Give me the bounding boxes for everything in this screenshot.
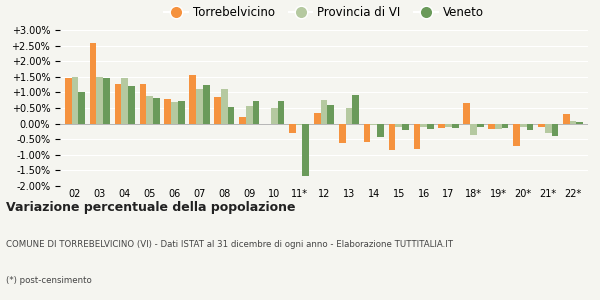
Bar xyxy=(439,124,445,128)
Bar xyxy=(296,124,302,125)
Bar xyxy=(221,89,228,124)
Bar xyxy=(178,101,185,124)
Bar xyxy=(97,77,103,124)
Bar xyxy=(563,114,569,124)
Bar xyxy=(402,124,409,130)
Bar xyxy=(190,75,196,124)
Bar xyxy=(569,121,577,124)
Bar xyxy=(538,124,545,127)
Bar xyxy=(370,124,377,125)
Bar xyxy=(271,108,278,124)
Text: COMUNE DI TORREBELVICINO (VI) - Dati ISTAT al 31 dicembre di ogni anno - Elabora: COMUNE DI TORREBELVICINO (VI) - Dati IST… xyxy=(6,240,453,249)
Bar xyxy=(502,124,508,128)
Bar xyxy=(171,102,178,124)
Bar xyxy=(364,124,370,142)
Bar xyxy=(146,96,153,124)
Bar xyxy=(153,98,160,124)
Bar xyxy=(452,124,458,128)
Bar xyxy=(577,122,583,124)
Bar xyxy=(90,43,97,124)
Bar xyxy=(246,106,253,124)
Text: Variazione percentuale della popolazione: Variazione percentuale della popolazione xyxy=(6,201,296,214)
Bar xyxy=(445,124,452,127)
Bar xyxy=(427,124,434,129)
Bar xyxy=(103,78,110,124)
Bar xyxy=(527,124,533,130)
Bar xyxy=(470,124,477,134)
Bar xyxy=(377,124,384,137)
Bar xyxy=(140,84,146,124)
Bar xyxy=(71,77,79,124)
Bar xyxy=(513,124,520,146)
Bar xyxy=(339,124,346,143)
Bar xyxy=(65,78,71,124)
Bar xyxy=(463,103,470,124)
Bar xyxy=(121,78,128,124)
Bar xyxy=(128,85,135,124)
Bar xyxy=(346,108,352,124)
Bar xyxy=(314,113,320,124)
Bar xyxy=(253,101,259,124)
Bar xyxy=(495,124,502,129)
Bar xyxy=(520,124,527,127)
Bar xyxy=(413,124,420,149)
Bar xyxy=(164,99,171,124)
Bar xyxy=(239,117,246,124)
Bar xyxy=(228,107,235,124)
Bar xyxy=(545,124,551,133)
Bar xyxy=(289,124,296,133)
Bar xyxy=(79,92,85,124)
Bar xyxy=(352,95,359,124)
Bar xyxy=(203,85,209,124)
Bar xyxy=(389,124,395,150)
Bar xyxy=(395,124,402,127)
Bar xyxy=(214,97,221,124)
Bar xyxy=(328,105,334,124)
Bar xyxy=(278,101,284,124)
Bar xyxy=(115,84,121,124)
Bar xyxy=(196,89,203,124)
Legend: Torrebelvicino, Provincia di VI, Veneto: Torrebelvicino, Provincia di VI, Veneto xyxy=(160,2,488,24)
Bar xyxy=(477,124,484,127)
Bar xyxy=(302,124,309,176)
Text: (*) post-censimento: (*) post-censimento xyxy=(6,276,92,285)
Bar xyxy=(488,124,495,129)
Bar xyxy=(420,124,427,127)
Bar xyxy=(551,124,558,136)
Bar xyxy=(320,100,328,124)
